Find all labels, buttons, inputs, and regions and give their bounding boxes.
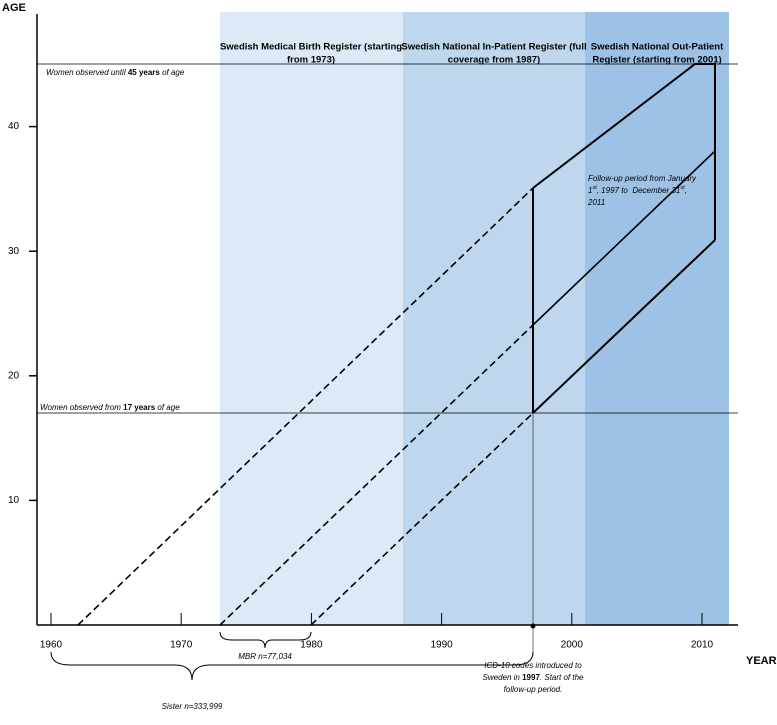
cohort-line [310,412,534,626]
text: of age [155,403,180,412]
text: , [685,186,687,195]
upper-note: Women observed until 45 years of age [46,68,185,77]
lower-note: Women observed from 17 years of age [40,403,180,412]
x-tick-label: 2000 [561,640,584,651]
icd-dot [530,623,536,629]
band-outpatient [585,12,729,625]
text: of age [160,68,185,77]
y-tick-label: 10 [8,495,20,506]
mbr-brace [219,631,312,649]
text: , 1997 to December 31 [597,186,681,195]
icd-note: ICD-10 codes introduced to [484,661,582,670]
x-tick-label: 1980 [300,640,323,651]
y-tick-label: 30 [8,246,20,257]
cohort-line [219,324,534,626]
icd-note: follow-up period. [504,685,563,694]
follow-up-note: 2011 [587,198,605,207]
icd-note: Sweden in 1997. Start of the [483,673,585,682]
text: st [680,185,685,191]
text: 1997 [522,673,540,682]
x-axis-title: YEAR [746,655,777,667]
x-tick-label: 1970 [170,640,193,651]
sister-label: Sister n=333,999 [162,702,223,711]
follow-up-note: 1st, 1997 to December 31st, [588,185,687,195]
band-label: Register (starting from 2001) [592,55,721,66]
text: st [592,185,597,191]
y-tick-label: 40 [8,121,20,132]
text: Women observed until [46,68,128,77]
band-label: Swedish National Out-Patient [591,42,724,53]
follow-up-note: Follow-up period from January [588,174,697,183]
band-label: Swedish National In-Patient Register (fu… [401,42,586,53]
text: Sweden in [483,673,523,682]
band-label: Swedish Medical Birth Register (starting [220,42,402,53]
band-mbr [220,12,403,625]
band-label: from 1973) [287,55,335,66]
sister-brace [50,651,534,681]
mbr-label: MBR n=77,034 [238,652,292,661]
x-tick-label: 1960 [40,640,63,651]
text: 1 [588,186,592,195]
text: . Start of the [540,673,584,682]
cohort-lines [77,63,716,626]
band-label: coverage from 1987) [448,55,540,66]
text: 17 years [123,403,156,412]
text: Women observed from [40,403,123,412]
y-tick-label: 20 [8,370,20,381]
y-axis-title: AGE [2,2,26,14]
x-tick-label: 2010 [691,640,714,651]
cohort-line [77,187,534,626]
follow-up-mid [532,150,716,326]
text: 45 years [128,68,161,77]
x-tick-label: 1990 [430,640,453,651]
follow-up-bottom [532,239,716,414]
band-inpatient [403,12,585,625]
